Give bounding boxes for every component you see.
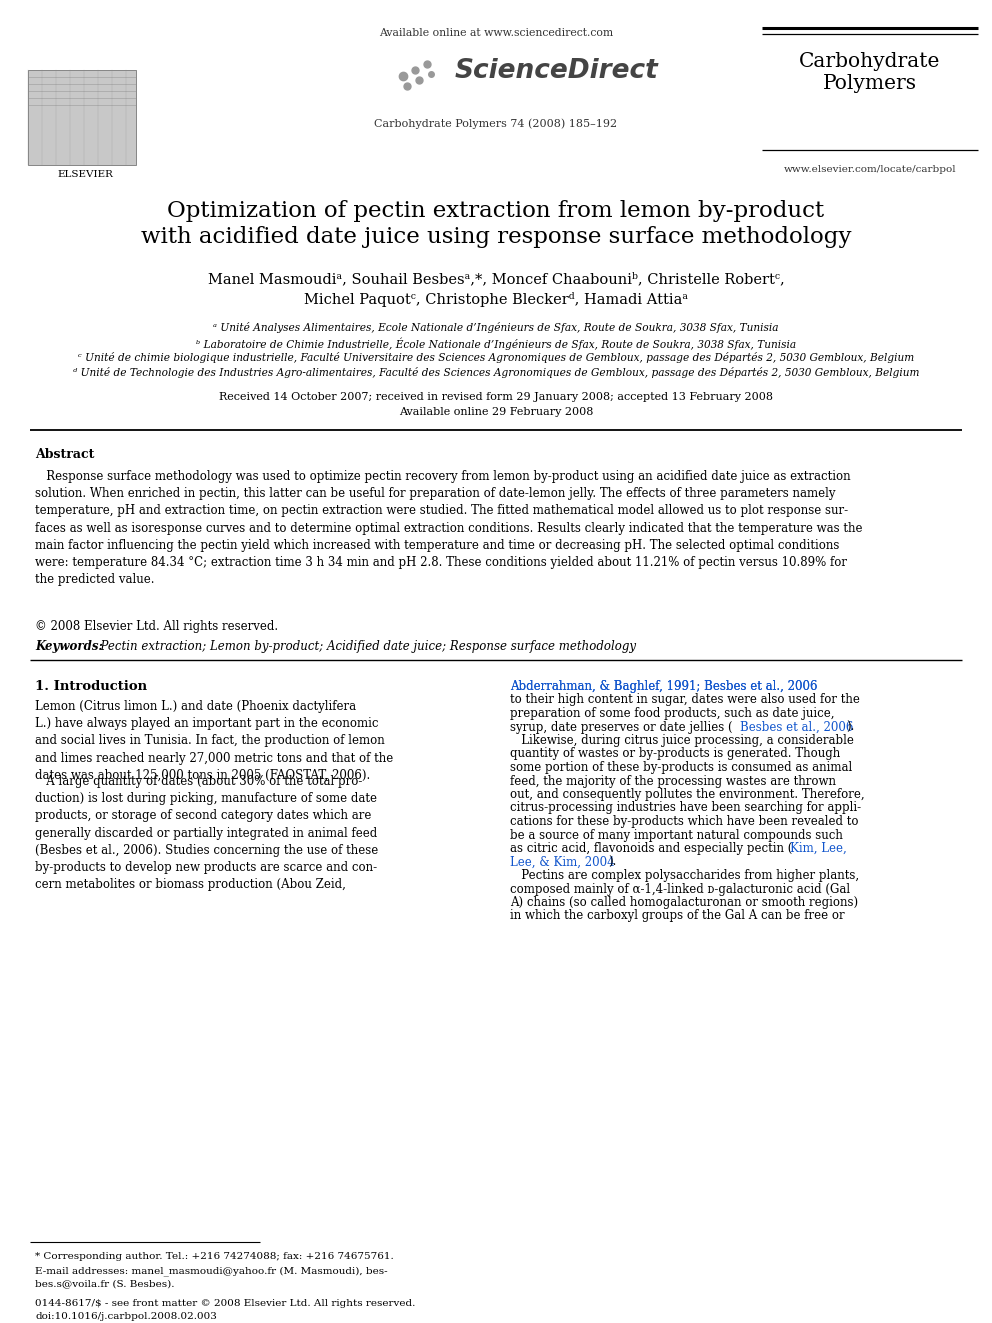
- Text: Abstract: Abstract: [35, 448, 94, 460]
- Text: cations for these by-products which have been revealed to: cations for these by-products which have…: [510, 815, 858, 828]
- Text: Response surface methodology was used to optimize pectin recovery from lemon by-: Response surface methodology was used to…: [35, 470, 862, 586]
- Text: ). Owing
to their high content in sugar, dates were also used for the
preparatio: ). Owing to their high content in sugar,…: [510, 680, 860, 738]
- Text: Polymers: Polymers: [823, 74, 917, 93]
- Text: doi:10.1016/j.carbpol.2008.02.003: doi:10.1016/j.carbpol.2008.02.003: [35, 1312, 217, 1320]
- Text: be a source of many important natural compounds such: be a source of many important natural co…: [510, 828, 843, 841]
- Text: Available online at www.sciencedirect.com: Available online at www.sciencedirect.co…: [379, 28, 613, 38]
- Text: composed mainly of α-1,4-linked ᴅ-galacturonic acid (Gal: composed mainly of α-1,4-linked ᴅ-galact…: [510, 882, 850, 896]
- Text: Pectin extraction; Lemon by-product; Acidified date juice; Response surface meth: Pectin extraction; Lemon by-product; Aci…: [93, 640, 636, 654]
- Text: 1. Introduction: 1. Introduction: [35, 680, 147, 693]
- Text: ).: ).: [608, 856, 616, 868]
- Text: feed, the majority of the processing wastes are thrown: feed, the majority of the processing was…: [510, 774, 836, 787]
- FancyBboxPatch shape: [28, 70, 136, 165]
- Text: Received 14 October 2007; received in revised form 29 January 2008; accepted 13 : Received 14 October 2007; received in re…: [219, 392, 773, 402]
- Text: syrup, date preserves or date jellies (: syrup, date preserves or date jellies (: [510, 721, 733, 733]
- Text: E-mail addresses: manel_masmoudi@yahoo.fr (M. Masmoudi), bes-: E-mail addresses: manel_masmoudi@yahoo.f…: [35, 1266, 388, 1275]
- Text: quantity of wastes or by-products is generated. Though: quantity of wastes or by-products is gen…: [510, 747, 840, 761]
- Text: Carbohydrate: Carbohydrate: [800, 52, 940, 71]
- Text: Keywords:  Pectin extraction; Lemon by-product; Acidified date juice; Response s: Keywords: Pectin extraction; Lemon by-pr…: [35, 640, 640, 654]
- Text: ᶜ Unité de chimie biologique industrielle, Faculté Universitaire des Sciences Ag: ᶜ Unité de chimie biologique industriell…: [78, 352, 914, 363]
- Text: Kim, Lee,: Kim, Lee,: [790, 841, 847, 855]
- Text: Michel Paquotᶜ, Christophe Bleckerᵈ, Hamadi Attiaᵃ: Michel Paquotᶜ, Christophe Bleckerᵈ, Ham…: [304, 292, 688, 307]
- Text: Abderrahman, & Baghlef, 1991; Besbes et al., 2006: Abderrahman, & Baghlef, 1991; Besbes et …: [510, 680, 817, 693]
- Text: with acidified date juice using response surface methodology: with acidified date juice using response…: [141, 226, 851, 247]
- Text: Available online 29 February 2008: Available online 29 February 2008: [399, 407, 593, 417]
- Text: 0144-8617/$ - see front matter © 2008 Elsevier Ltd. All rights reserved.: 0144-8617/$ - see front matter © 2008 El…: [35, 1299, 416, 1308]
- Text: ELSEVIER: ELSEVIER: [58, 169, 113, 179]
- Text: ).: ).: [846, 721, 854, 733]
- Text: ScienceDirect: ScienceDirect: [455, 58, 659, 83]
- Text: out, and consequently pollutes the environment. Therefore,: out, and consequently pollutes the envir…: [510, 789, 865, 800]
- Text: Likewise, during citrus juice processing, a considerable: Likewise, during citrus juice processing…: [510, 734, 854, 747]
- Text: Keywords:: Keywords:: [35, 640, 103, 654]
- Text: as citric acid, flavonoids and especially pectin (: as citric acid, flavonoids and especiall…: [510, 841, 793, 855]
- Text: to their high content in sugar, dates were also used for the: to their high content in sugar, dates we…: [510, 693, 860, 706]
- Text: Manel Masmoudiᵃ, Souhail Besbesᵃ,*, Moncef Chaabouniᵇ, Christelle Robertᶜ,: Manel Masmoudiᵃ, Souhail Besbesᵃ,*, Monc…: [207, 273, 785, 286]
- Text: A large quantity of dates (about 30% of the total pro-
duction) is lost during p: A large quantity of dates (about 30% of …: [35, 775, 378, 892]
- Text: Optimization of pectin extraction from lemon by-product: Optimization of pectin extraction from l…: [168, 200, 824, 222]
- Text: Lemon (Citrus limon L.) and date (Phoenix dactylifera
L.) have always played an : Lemon (Citrus limon L.) and date (Phoeni…: [35, 700, 393, 782]
- Text: ᵃ Unité Analyses Alimentaires, Ecole Nationale d’Ingénieurs de Sfax, Route de So: ᵃ Unité Analyses Alimentaires, Ecole Nat…: [213, 321, 779, 333]
- Text: Carbohydrate Polymers 74 (2008) 185–192: Carbohydrate Polymers 74 (2008) 185–192: [374, 118, 618, 128]
- Text: Pectins are complex polysaccharides from higher plants,: Pectins are complex polysaccharides from…: [510, 869, 859, 882]
- Text: in which the carboxyl groups of the Gal A can be free or: in which the carboxyl groups of the Gal …: [510, 909, 844, 922]
- Text: © 2008 Elsevier Ltd. All rights reserved.: © 2008 Elsevier Ltd. All rights reserved…: [35, 620, 278, 632]
- Text: * Corresponding author. Tel.: +216 74274088; fax: +216 74675761.: * Corresponding author. Tel.: +216 74274…: [35, 1252, 394, 1261]
- Text: www.elsevier.com/locate/carbpol: www.elsevier.com/locate/carbpol: [784, 165, 956, 175]
- Text: preparation of some food products, such as date juice,: preparation of some food products, such …: [510, 706, 834, 720]
- Text: Besbes et al., 2006: Besbes et al., 2006: [740, 721, 853, 733]
- Text: ᵈ Unité de Technologie des Industries Agro-alimentaires, Faculté des Sciences Ag: ᵈ Unité de Technologie des Industries Ag…: [72, 366, 920, 378]
- Text: some portion of these by-products is consumed as animal: some portion of these by-products is con…: [510, 761, 852, 774]
- Text: bes.s@voila.fr (S. Besbes).: bes.s@voila.fr (S. Besbes).: [35, 1279, 175, 1289]
- Text: A) chains (so called homogalacturonan or smooth regions): A) chains (so called homogalacturonan or…: [510, 896, 858, 909]
- Text: ᵇ Laboratoire de Chimie Industrielle, École Nationale d’Ingénieurs de Sfax, Rout: ᵇ Laboratoire de Chimie Industrielle, Éc…: [196, 337, 796, 349]
- Text: Lee, & Kim, 2004: Lee, & Kim, 2004: [510, 856, 615, 868]
- Text: citrus-processing industries have been searching for appli-: citrus-processing industries have been s…: [510, 802, 861, 815]
- Text: Abderrahman, & Baghlef, 1991; Besbes et al., 2006: Abderrahman, & Baghlef, 1991; Besbes et …: [510, 680, 817, 693]
